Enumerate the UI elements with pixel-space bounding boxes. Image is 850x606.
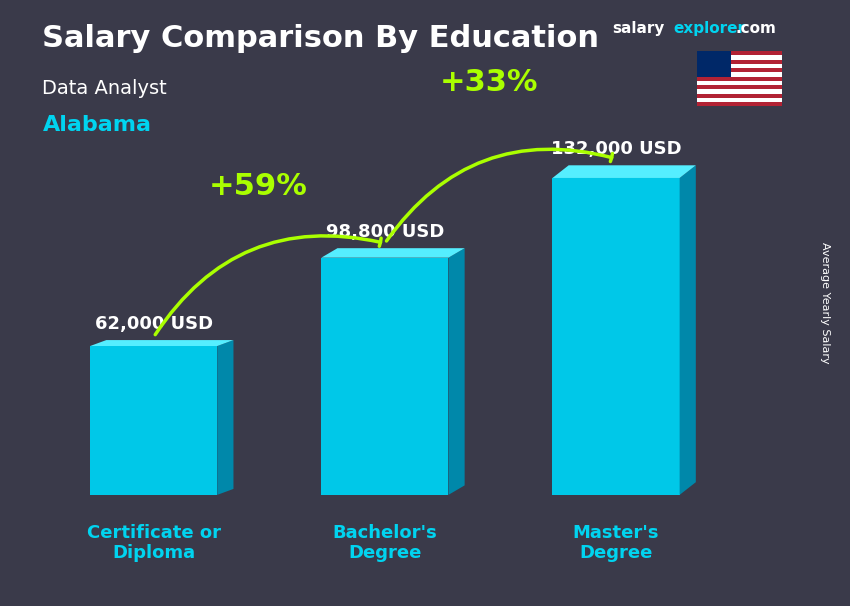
Text: Master's
Degree: Master's Degree [573, 524, 660, 562]
FancyBboxPatch shape [552, 178, 680, 495]
Text: 98,800 USD: 98,800 USD [326, 223, 444, 241]
Bar [697, 77, 782, 81]
FancyBboxPatch shape [321, 258, 449, 495]
Bar [697, 60, 782, 64]
Bar [697, 73, 782, 77]
Text: salary: salary [612, 21, 665, 36]
Bar [697, 85, 782, 89]
Text: +33%: +33% [439, 68, 538, 98]
Bar [697, 93, 782, 98]
Text: Alabama: Alabama [42, 115, 151, 135]
Text: Bachelor's
Degree: Bachelor's Degree [332, 524, 437, 562]
Bar [697, 89, 782, 93]
Bar [697, 52, 782, 56]
Polygon shape [321, 248, 465, 258]
Polygon shape [90, 340, 234, 346]
Text: 62,000 USD: 62,000 USD [94, 315, 212, 333]
Bar [697, 81, 782, 85]
Bar [697, 56, 782, 60]
Polygon shape [449, 248, 465, 495]
Text: explorer: explorer [673, 21, 745, 36]
FancyBboxPatch shape [90, 346, 218, 495]
Text: Data Analyst: Data Analyst [42, 79, 167, 98]
Bar [697, 64, 782, 68]
Text: Salary Comparison By Education: Salary Comparison By Education [42, 24, 599, 53]
Polygon shape [680, 165, 696, 495]
Polygon shape [552, 165, 696, 178]
Polygon shape [218, 340, 234, 495]
Text: 132,000 USD: 132,000 USD [551, 140, 682, 158]
FancyBboxPatch shape [697, 52, 731, 77]
Text: Average Yearly Salary: Average Yearly Salary [819, 242, 830, 364]
Bar [697, 98, 782, 102]
Bar [697, 68, 782, 73]
Text: +59%: +59% [208, 172, 307, 201]
Text: .com: .com [735, 21, 776, 36]
Bar [697, 102, 782, 106]
Text: Certificate or
Diploma: Certificate or Diploma [87, 524, 221, 562]
